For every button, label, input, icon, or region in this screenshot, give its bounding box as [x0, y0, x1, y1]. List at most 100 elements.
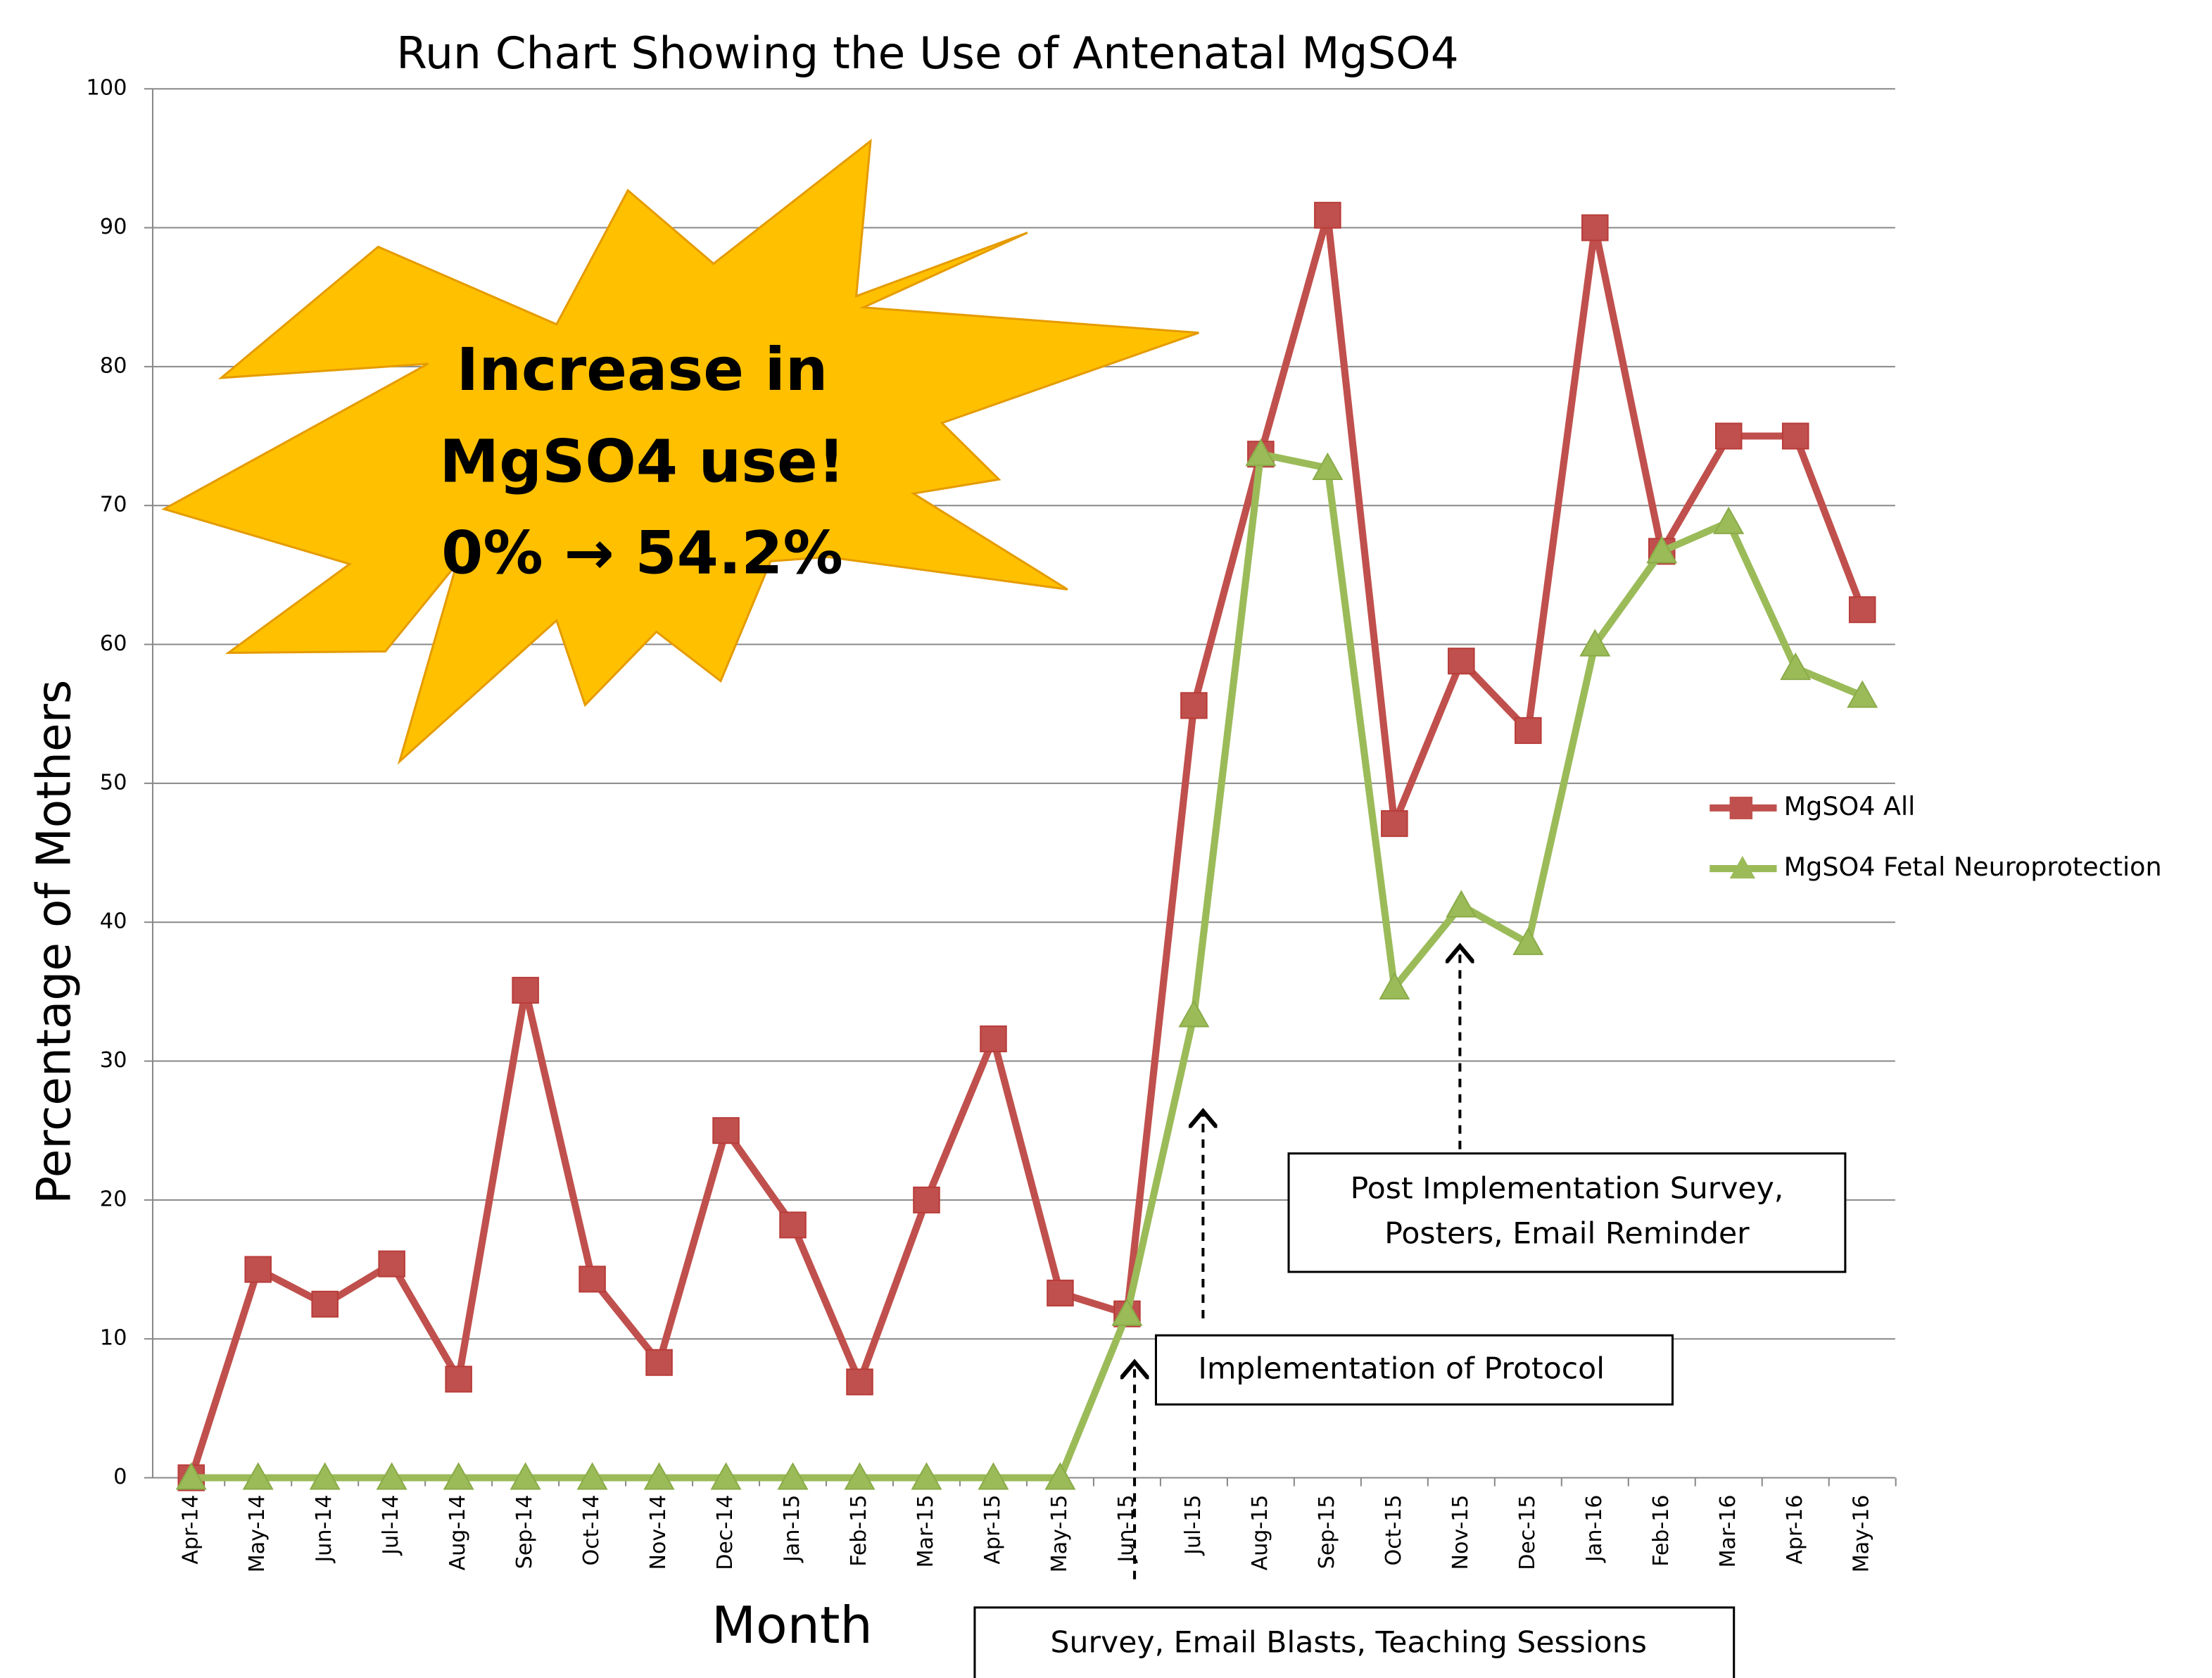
marker	[576, 1462, 608, 1490]
y-tick-label: 40	[100, 909, 127, 934]
marker	[712, 1117, 740, 1144]
marker	[579, 1266, 606, 1293]
marker	[980, 1025, 1007, 1052]
legend-label: MgSO4 Fetal Neuroprotection	[1784, 852, 2162, 882]
annotation: Posters, Email Reminder	[1384, 1216, 1750, 1251]
marker	[1512, 927, 1544, 955]
marker	[1714, 422, 1743, 450]
x-tick-label: Dec-14	[713, 1495, 738, 1570]
marker	[1379, 971, 1410, 999]
marker	[1180, 692, 1208, 719]
marker	[1448, 648, 1475, 675]
legend-marker	[1729, 796, 1753, 819]
legend-label: MgSO4 All	[1784, 791, 1916, 821]
x-tick-label: Oct-15	[1382, 1495, 1406, 1566]
y-tick-label: 50	[100, 770, 127, 795]
y-tick-label: 0	[113, 1465, 127, 1489]
y-tick-label: 70	[100, 493, 127, 517]
callout-text: 0% → 54.2%	[441, 518, 843, 587]
marker	[1581, 214, 1609, 241]
chart-title: Run Chart Showing the Use of Antenatal M…	[396, 27, 1458, 79]
x-tick-label: May-16	[1850, 1495, 1874, 1573]
marker	[1446, 890, 1477, 918]
series-line	[191, 450, 1864, 1482]
marker	[1646, 536, 1678, 564]
annotation-box	[1287, 1152, 1847, 1273]
x-tick-label: Nov-15	[1448, 1495, 1473, 1570]
marker	[1178, 999, 1210, 1028]
annotation: Post Implementation Survey,	[1351, 1171, 1784, 1206]
y-tick-label: 90	[100, 215, 127, 239]
x-tick-label: May-14	[245, 1495, 270, 1573]
annotation: Survey, Email Blasts, Teaching Sessions	[1051, 1625, 1647, 1660]
y-tick-label: 20	[100, 1187, 127, 1211]
y-tick-label: 80	[100, 353, 127, 378]
callout-text: MgSO4 use!	[439, 427, 845, 496]
marker	[1780, 652, 1812, 681]
marker	[710, 1462, 742, 1490]
marker	[1848, 596, 1876, 624]
marker	[1312, 452, 1344, 480]
marker	[311, 1290, 339, 1318]
marker	[1847, 680, 1878, 708]
legend-marker	[1729, 856, 1756, 879]
x-tick-label: Jan-16	[1582, 1495, 1607, 1563]
marker	[445, 1365, 472, 1393]
x-tick-label: Jul-15	[1181, 1495, 1206, 1556]
x-tick-label: Apr-14	[178, 1495, 203, 1565]
marker	[777, 1462, 809, 1490]
x-tick-label: May-15	[1047, 1495, 1072, 1573]
callout-text: Increase in	[457, 335, 828, 404]
x-tick-label: Nov-14	[646, 1495, 671, 1570]
marker	[1245, 439, 1277, 467]
marker	[1713, 506, 1745, 534]
annotation-box	[973, 1606, 1736, 1678]
marker	[309, 1462, 341, 1490]
marker	[1579, 629, 1611, 657]
marker	[1515, 717, 1542, 744]
marker	[779, 1211, 807, 1239]
x-tick-label: Dec-15	[1515, 1495, 1540, 1570]
x-tick-label: Oct-14	[579, 1495, 604, 1566]
x-tick-label: Mar-16	[1716, 1495, 1740, 1568]
marker	[643, 1462, 675, 1490]
x-tick-label: Jan-15	[780, 1495, 804, 1563]
marker	[1047, 1280, 1074, 1307]
marker	[844, 1462, 876, 1490]
y-tick-label: 30	[100, 1048, 127, 1073]
marker	[1314, 201, 1341, 229]
marker	[510, 1462, 541, 1490]
x-axis-label: Month	[712, 1596, 873, 1655]
x-tick-label: Sep-15	[1315, 1495, 1339, 1570]
marker	[242, 1462, 274, 1490]
marker	[911, 1462, 942, 1490]
marker	[376, 1462, 407, 1490]
marker	[378, 1250, 405, 1278]
starburst	[161, 138, 1199, 765]
x-tick-label: Jun-14	[312, 1495, 336, 1564]
annotation-box	[1154, 1334, 1674, 1406]
x-tick-label: Apr-16	[1783, 1495, 1807, 1565]
y-tick-label: 60	[100, 631, 127, 656]
x-tick-label: Jul-14	[379, 1495, 403, 1556]
marker	[175, 1462, 207, 1490]
annotation: Implementation of Protocol	[1198, 1351, 1605, 1386]
marker	[1044, 1462, 1076, 1490]
x-tick-label: Aug-14	[445, 1495, 470, 1571]
marker	[978, 1462, 1009, 1490]
marker	[1111, 1298, 1143, 1326]
x-tick-label: Feb-15	[847, 1495, 871, 1567]
x-tick-label: Sep-14	[512, 1495, 537, 1570]
x-tick-label: Aug-15	[1248, 1495, 1272, 1571]
marker	[645, 1349, 673, 1376]
y-axis-label: Percentage of Mothers	[26, 680, 81, 1204]
marker	[443, 1462, 474, 1490]
marker	[846, 1368, 873, 1396]
y-tick-label: 100	[86, 76, 127, 101]
x-tick-label: Mar-15	[914, 1495, 938, 1568]
marker	[1781, 422, 1809, 450]
marker	[244, 1256, 272, 1283]
series-line	[187, 211, 1866, 1480]
marker	[1381, 810, 1408, 838]
